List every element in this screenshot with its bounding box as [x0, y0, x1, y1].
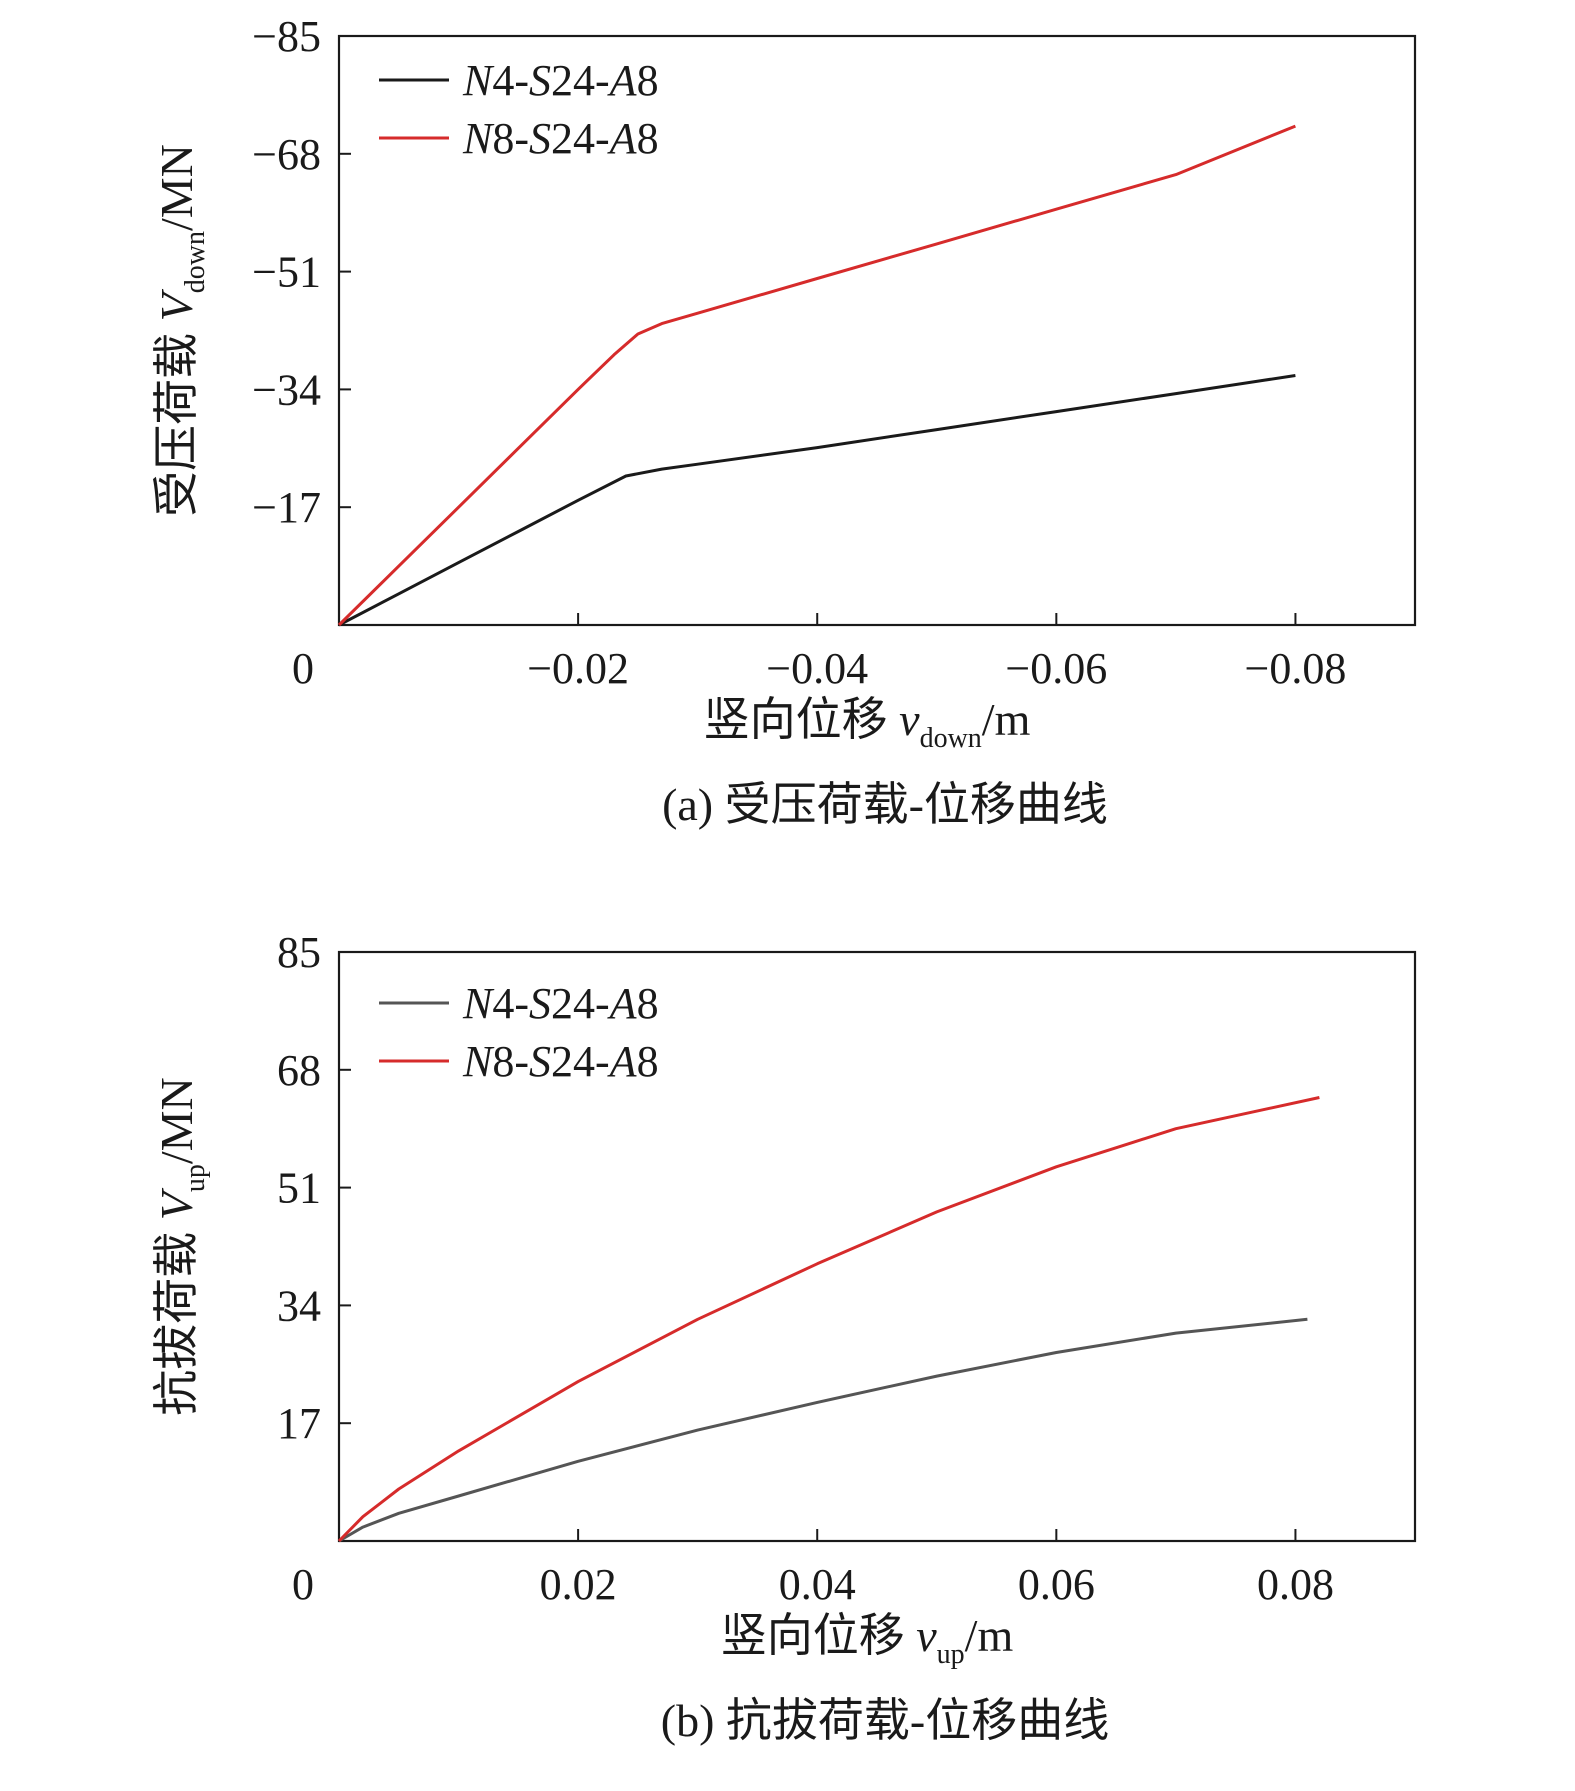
- legend-label: N4-S24-A8: [462, 979, 659, 1028]
- y-tick-label: −17: [252, 483, 321, 532]
- x-tick-label: −0.02: [527, 644, 629, 693]
- y-tick-label: −51: [252, 248, 321, 297]
- y-tick-label: 34: [277, 1281, 321, 1330]
- series-line-n8-s24-a8: [337, 1096, 1320, 1543]
- y-tick-label: −68: [252, 130, 321, 179]
- y-tick-label: 51: [277, 1164, 321, 1213]
- legend-label: N8-S24-A8: [462, 1037, 659, 1086]
- x-tick-label: 0.04: [779, 1560, 856, 1609]
- x-tick-label: 0: [292, 644, 314, 693]
- x-tick-label: 0: [292, 1560, 314, 1609]
- y-tick-label: 85: [277, 928, 321, 977]
- x-tick-label: −0.06: [1005, 644, 1107, 693]
- chart-caption: (a) 受压荷载-位移曲线: [662, 779, 1108, 830]
- y-axis-label: 受压荷载 Vdown/MN: [151, 144, 211, 517]
- y-tick-label: 68: [277, 1046, 321, 1095]
- y-axis-label: 抗拔荷载 Vup/MN: [151, 1077, 211, 1416]
- y-tick-label: −34: [252, 365, 321, 414]
- x-tick-label: −0.04: [766, 644, 868, 693]
- series-line-n4-s24-a8: [338, 1317, 1308, 1543]
- plot-frame: [337, 950, 1417, 1543]
- x-tick-label: 0.06: [1018, 1560, 1095, 1609]
- x-tick-label: 0.02: [540, 1560, 617, 1609]
- x-axis-label: 竖向位移 vdown/m: [704, 694, 1031, 754]
- chart-caption: (b) 抗拔荷载-位移曲线: [661, 1695, 1109, 1746]
- series-line-n8-s24-a8: [337, 124, 1296, 627]
- x-tick-label: 0.08: [1257, 1560, 1334, 1609]
- legend-label: N8-S24-A8: [462, 114, 659, 163]
- y-tick-label: 17: [277, 1399, 321, 1448]
- chart-0: 0 −0.02 −0.04 −0.06 −0.08 −17 −34 −51 −68 −85 N4-S…: [151, 12, 1417, 830]
- chart-1: 0 0.02 0.04 0.06 0.08 17 34 51 68 85 N4-S24-A8 N8-S…: [151, 928, 1417, 1746]
- legend-label: N4-S24-A8: [462, 56, 659, 105]
- series-line-n4-s24-a8: [338, 374, 1296, 627]
- plot-frame: [337, 34, 1417, 627]
- x-tick-label: −0.08: [1245, 644, 1347, 693]
- x-axis-label: 竖向位移 vup/m: [721, 1610, 1014, 1670]
- y-tick-label: −85: [252, 12, 321, 61]
